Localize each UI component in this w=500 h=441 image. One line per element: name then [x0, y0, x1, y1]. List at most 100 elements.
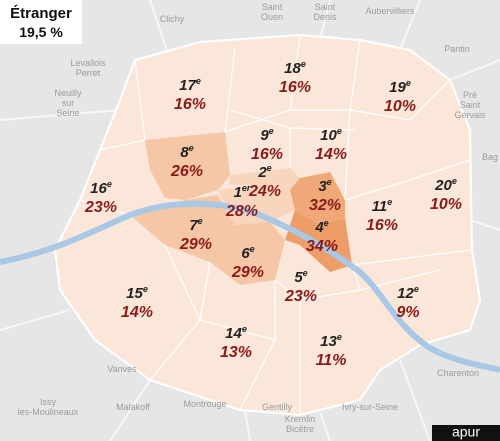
district-number: 7e [189, 216, 202, 234]
boundaries [79, 34, 471, 415]
district-number-value: 13 [320, 333, 337, 350]
district-2 [230, 168, 300, 190]
district-suffix: e [143, 284, 148, 294]
district-number-value: 4 [314, 219, 324, 236]
district-share: 10% [430, 196, 462, 213]
district-3 [290, 172, 345, 225]
district-share: 13% [220, 344, 252, 361]
district-share: 24% [248, 183, 281, 200]
place-name: Issy [40, 397, 57, 407]
place-name: Seine [56, 108, 79, 118]
district-suffix: e [267, 163, 272, 173]
district-suffix: e [324, 218, 329, 228]
place-name: Clichy [160, 14, 185, 24]
district-number-value: 1 [234, 184, 242, 201]
place-name: Levallois [70, 58, 106, 68]
district-7 [130, 195, 235, 262]
district-share: 34% [306, 238, 338, 255]
district-share: 9% [396, 304, 419, 321]
district-number-value: 2 [257, 164, 267, 181]
district-number: 1er [234, 183, 251, 201]
district-number: 12e [397, 284, 419, 302]
logo-box [432, 425, 500, 441]
district-number-value: 12 [397, 285, 414, 302]
district-number-value: 14 [225, 325, 242, 342]
district-share: 14% [121, 304, 153, 321]
district-number-value: 11 [372, 198, 388, 215]
district-number-value: 18 [284, 60, 301, 77]
district-number: 4e [314, 218, 328, 236]
district-share: 10% [384, 98, 416, 115]
district-share: 29% [231, 264, 264, 281]
place-name: Denis [313, 12, 337, 22]
district-share: 14% [315, 146, 347, 163]
district-share: 16% [174, 96, 206, 113]
district-share: 16% [251, 146, 283, 163]
district-suffix: e [387, 197, 392, 207]
place-name: Perret [76, 68, 101, 78]
place-name: Montrouge [183, 399, 226, 409]
district-number-value: 10 [320, 127, 337, 144]
district-suffix: e [337, 332, 342, 342]
district-number-value: 8 [180, 144, 189, 161]
district-suffix: e [269, 126, 274, 136]
district-share: 29% [179, 236, 212, 253]
place-name: Bag [482, 152, 498, 162]
district-number-value: 16 [90, 180, 107, 197]
district-number: 13e [320, 332, 342, 350]
district-number: 2e [257, 163, 271, 181]
place-name: Gervais [454, 110, 486, 120]
district-number-value: 15 [126, 285, 143, 302]
place-name: Saint [460, 100, 481, 110]
district-suffix: er [242, 183, 251, 193]
district-1 [218, 185, 295, 225]
district-share: 28% [225, 203, 258, 220]
legend-box [0, 0, 82, 44]
district-number-value: 9 [260, 127, 269, 144]
district-number: 18e [284, 59, 306, 77]
district-share: 16% [279, 79, 311, 96]
district-share: 11% [316, 352, 347, 369]
district-number: 14e [225, 324, 247, 342]
district-suffix: e [196, 76, 201, 86]
place-name: Ouen [261, 12, 283, 22]
place-name: sur [62, 98, 75, 108]
district-suffix: e [301, 59, 306, 69]
district-number: 19e [389, 78, 411, 96]
district-suffix: e [250, 244, 255, 254]
district-suffix: e [107, 179, 112, 189]
district-number-value: 6 [241, 245, 250, 262]
district-number: 17e [179, 76, 201, 94]
district-number: 6e [241, 244, 254, 262]
logo: apur [452, 423, 480, 439]
district-number: 8e [180, 143, 193, 161]
legend-value: 19,5 % [19, 24, 63, 40]
district-number: 11e [372, 197, 393, 215]
district-suffix: e [452, 176, 457, 186]
district-number-value: 7 [189, 217, 198, 234]
place-name: Charenton [437, 368, 479, 378]
place-name: Neuilly [54, 88, 82, 98]
place-name: Pré [463, 90, 477, 100]
district-share: 16% [366, 217, 398, 234]
place-name: Saint [315, 2, 336, 12]
place-name: Vanves [107, 364, 137, 374]
district-share: 23% [84, 199, 117, 216]
district-6 [210, 222, 285, 285]
district-suffix: e [198, 216, 203, 226]
district-suffix: e [303, 268, 308, 278]
district-share: 23% [284, 288, 317, 305]
district-suffix: e [414, 284, 419, 294]
place-name: Gentilly [262, 402, 293, 412]
place-name: les-Moulineaux [18, 407, 79, 417]
place-name: Kremlin [285, 414, 316, 424]
district-number-value: 20 [434, 177, 452, 194]
legend-title: Étranger [10, 5, 72, 22]
district-number-value: 17 [179, 77, 196, 94]
district-number: 5e [294, 268, 307, 286]
district-share: 32% [309, 197, 341, 214]
place-name: Saint [262, 2, 283, 12]
district-suffix: e [337, 126, 342, 136]
